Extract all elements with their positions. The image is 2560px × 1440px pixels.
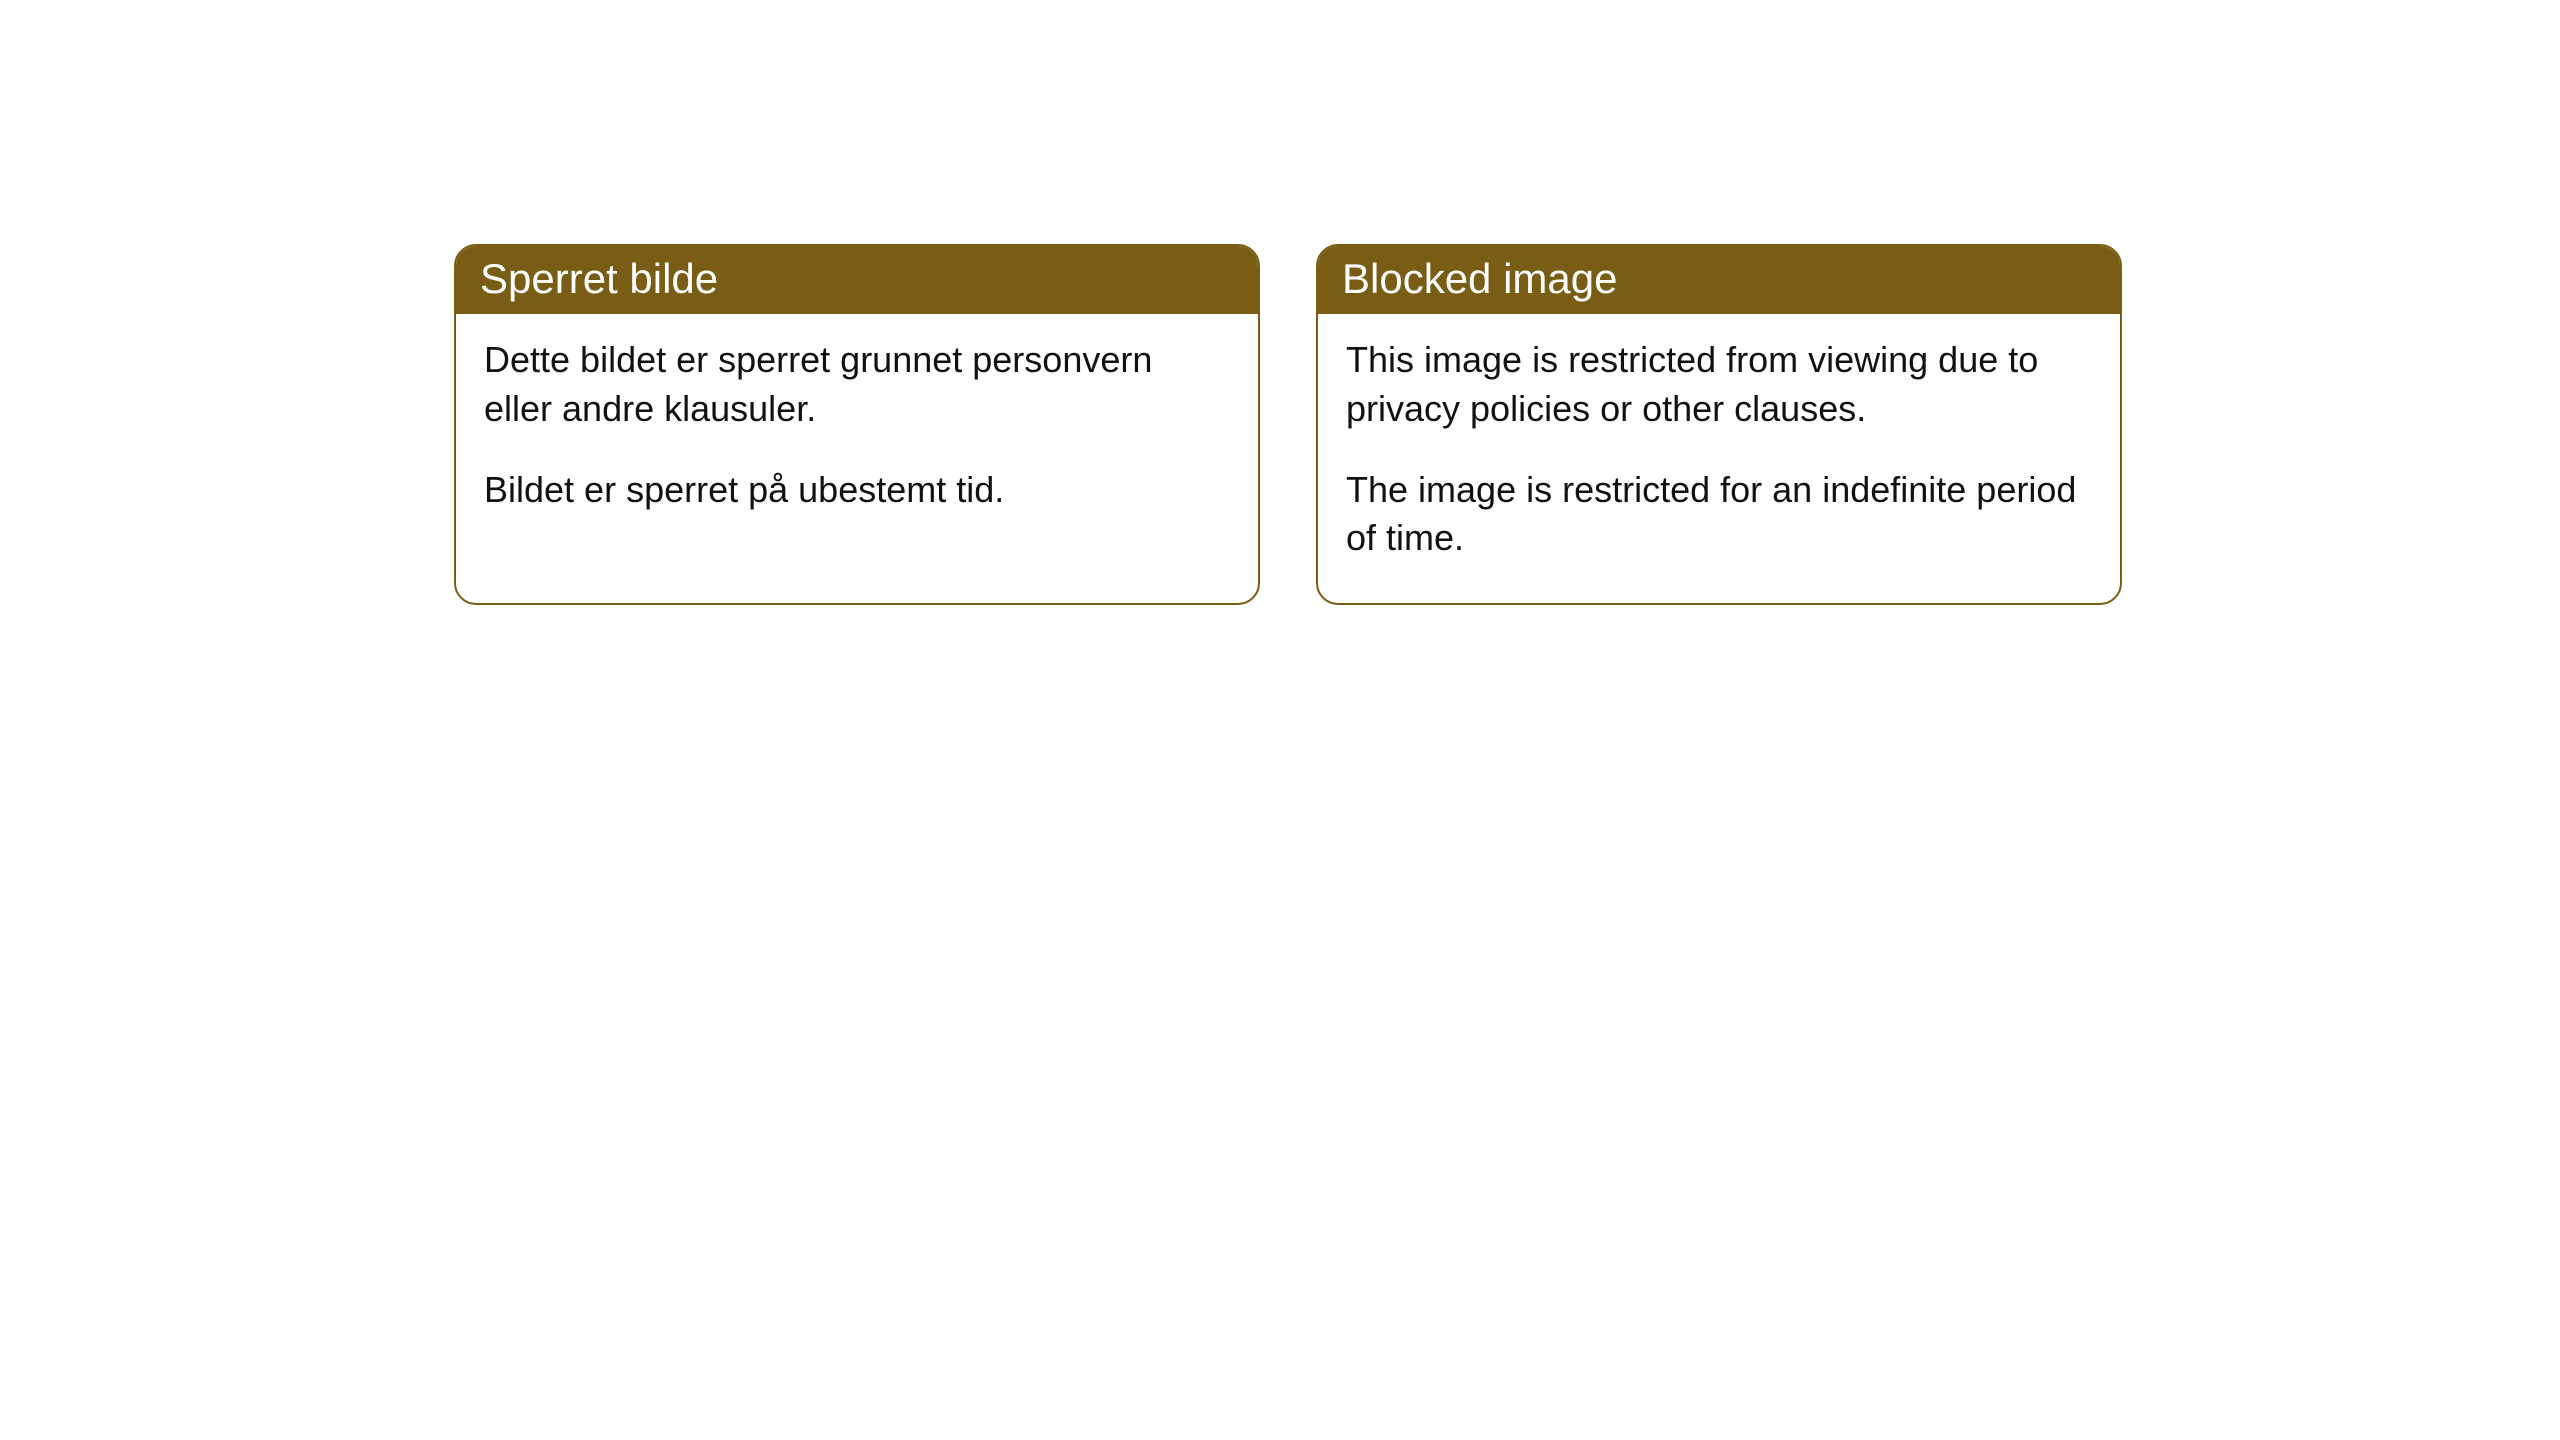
blocked-image-card-english: Blocked image This image is restricted f…	[1316, 244, 2122, 605]
card-paragraph: Dette bildet er sperret grunnet personve…	[484, 336, 1230, 433]
card-body: Dette bildet er sperret grunnet personve…	[456, 314, 1258, 602]
blocked-image-card-norwegian: Sperret bilde Dette bildet er sperret gr…	[454, 244, 1260, 605]
card-paragraph: This image is restricted from viewing du…	[1346, 336, 2092, 433]
card-paragraph: Bildet er sperret på ubestemt tid.	[484, 466, 1230, 515]
card-body: This image is restricted from viewing du…	[1318, 314, 2120, 602]
notice-cards-container: Sperret bilde Dette bildet er sperret gr…	[454, 244, 2122, 605]
card-title: Sperret bilde	[456, 246, 1258, 314]
card-paragraph: The image is restricted for an indefinit…	[1346, 466, 2092, 563]
card-title: Blocked image	[1318, 246, 2120, 314]
